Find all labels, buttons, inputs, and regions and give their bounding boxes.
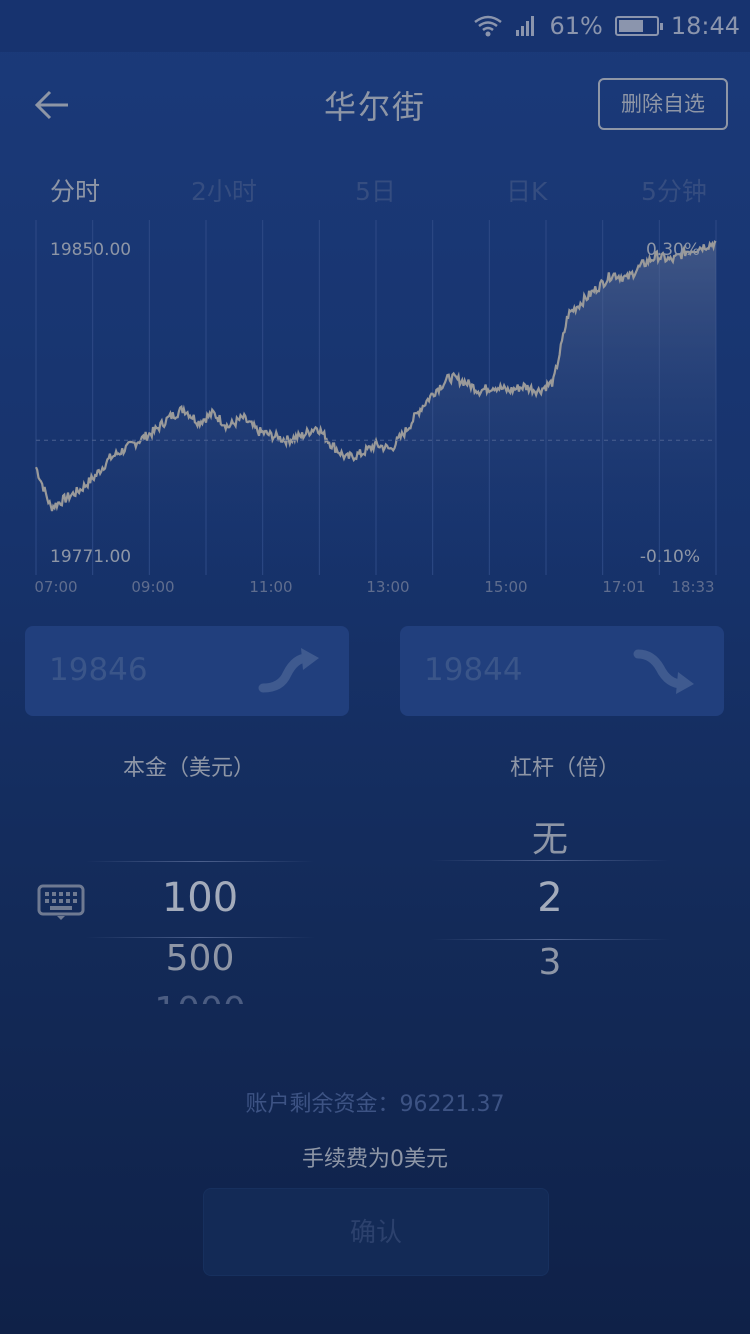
x-tick-label: 17:01 [602,578,645,596]
leverage-option[interactable]: 无 [531,819,568,860]
principal-picker-bottom-line [85,937,315,938]
x-tick-label: 09:00 [131,578,174,596]
x-tick-label: 15:00 [484,578,527,596]
buy-up-button[interactable]: 19846 [25,626,349,716]
principal-option[interactable]: 1000 [100,990,300,1004]
remove-watchlist-button[interactable]: 删除自选 [598,78,728,130]
leverage-option-selected[interactable]: 2 [537,875,563,921]
x-tick-label: 11:00 [249,578,292,596]
wifi-icon [474,15,503,37]
principal-picker-top-line [85,861,315,862]
principal-label: 本金（美元） [123,756,256,781]
battery-icon [614,16,663,36]
leverage-picker-bottom-line [430,939,670,940]
tab-2hour[interactable]: 2小时 [191,177,257,206]
y-min-label: 19771.00 [50,547,131,567]
tab-intraday[interactable]: 分时 [50,177,101,206]
battery-percent: 61% [549,12,603,40]
header: 华尔街 删除自选 [0,52,750,158]
sell-price: 19844 [424,652,523,688]
page-title: 华尔街 [323,88,426,126]
tab-daily-k[interactable]: 日K [506,177,548,206]
principal-option-selected[interactable]: 100 [161,875,239,921]
signal-icon [516,16,535,36]
sell-down-button[interactable]: 19844 [400,626,724,716]
status-icons: 61% 18:44 [473,8,740,44]
timeframe-tabs: 分时 2小时 5日 日K 5分钟 [0,160,750,216]
keyboard-icon[interactable] [37,884,85,922]
buy-price: 19846 [49,652,148,688]
trend-up-icon [258,648,319,693]
price-chart[interactable]: 19850.00 19771.00 0.30% -0.10% 07:00 09:0… [0,215,750,600]
back-arrow-icon[interactable] [30,82,76,128]
account-balance: 账户剩余资金：96221.37 [245,1092,505,1117]
x-tick-label: 18:33 [671,578,714,596]
pct-min-label: -0.10% [640,547,700,567]
x-axis-ticks: 07:00 09:00 11:00 13:00 15:00 17:01 18:33 [34,578,714,596]
principal-option[interactable]: 500 [165,938,235,979]
confirm-button[interactable]: 确认 [203,1188,549,1276]
leverage-option[interactable]: 3 [538,942,562,983]
pct-max-label: 0.30% [646,240,700,260]
leverage-picker-top-line [430,860,670,861]
fee-notice: 手续费为0美元 [302,1147,448,1172]
tab-5min[interactable]: 5分钟 [641,177,707,206]
status-bar: 61% 18:44 [0,0,750,52]
x-tick-label: 13:00 [366,578,409,596]
tab-5day[interactable]: 5日 [355,177,396,206]
trend-down-icon [633,649,694,694]
leverage-label: 杠杆（倍） [510,756,621,781]
y-max-label: 19850.00 [50,240,131,260]
clock: 18:44 [670,12,740,40]
price-area [36,241,716,576]
x-tick-label: 07:00 [34,578,77,596]
